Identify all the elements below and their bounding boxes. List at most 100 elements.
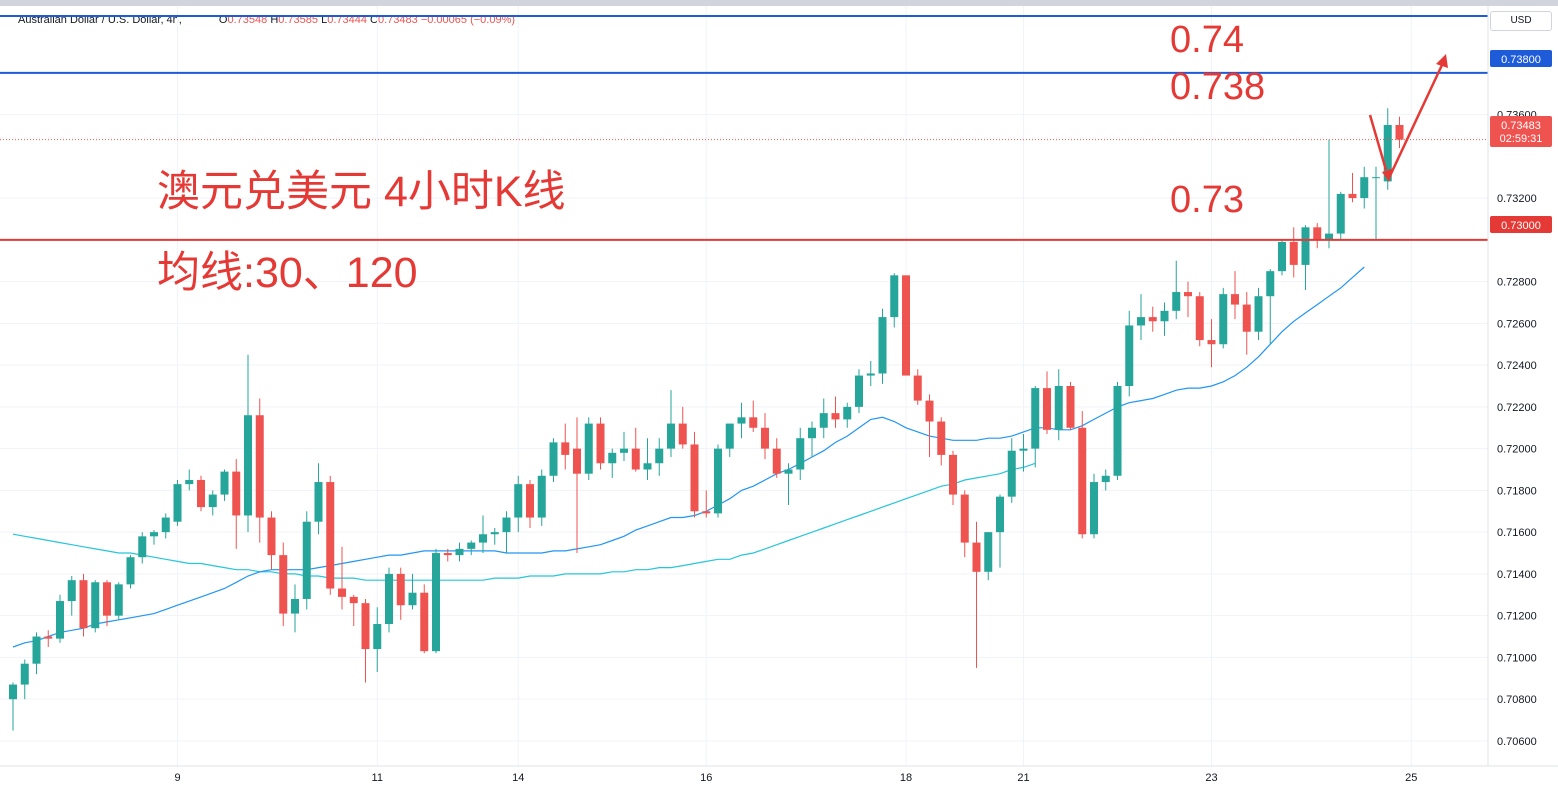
candle-body bbox=[972, 542, 981, 572]
candle-body bbox=[32, 636, 41, 664]
candle-body bbox=[349, 596, 358, 604]
down-arrow-line bbox=[1368, 114, 1388, 171]
candle bbox=[32, 632, 41, 675]
candle-body bbox=[549, 442, 558, 476]
candle bbox=[138, 532, 147, 564]
ma-annotation: 均线:30、120 bbox=[157, 249, 418, 297]
candle-body bbox=[1125, 325, 1134, 386]
candle-body bbox=[1325, 233, 1333, 240]
candle bbox=[44, 630, 53, 647]
candle-body bbox=[1043, 388, 1051, 430]
candle bbox=[244, 354, 252, 533]
candle-body bbox=[255, 415, 264, 518]
candle-body bbox=[1031, 388, 1040, 449]
candle bbox=[1278, 239, 1286, 276]
candle bbox=[490, 527, 499, 545]
candle bbox=[479, 515, 487, 554]
candle-body bbox=[761, 427, 769, 449]
candle bbox=[338, 546, 346, 610]
candle-body bbox=[678, 423, 687, 445]
candle bbox=[408, 573, 417, 610]
candle bbox=[1054, 369, 1063, 441]
candle-body bbox=[338, 588, 346, 597]
candle bbox=[1254, 287, 1263, 341]
candle bbox=[996, 494, 1004, 568]
candle-body bbox=[866, 373, 875, 376]
candle-body bbox=[996, 496, 1004, 533]
candle bbox=[185, 469, 194, 491]
candle bbox=[291, 584, 299, 633]
candle-body bbox=[490, 532, 499, 535]
candle-body bbox=[1266, 271, 1275, 297]
candle bbox=[1148, 306, 1157, 332]
chart-title-annotation: 澳元兑美元 4小时K线 bbox=[157, 168, 566, 216]
candle-body bbox=[1383, 125, 1392, 182]
candle bbox=[79, 573, 88, 637]
candle-body bbox=[620, 448, 628, 453]
ma30-line bbox=[12, 266, 1365, 648]
candle bbox=[1137, 294, 1145, 341]
candle bbox=[220, 469, 229, 501]
candle-body bbox=[173, 484, 182, 522]
candle bbox=[361, 598, 370, 683]
candle-body bbox=[1184, 292, 1192, 297]
badge-countdown-text: 02:59:31 bbox=[1500, 133, 1543, 145]
price-tick-label: 0.71600 bbox=[1497, 527, 1537, 539]
candle-body bbox=[596, 423, 605, 464]
candle bbox=[232, 459, 241, 549]
candle-body bbox=[385, 573, 393, 625]
candle-body bbox=[432, 553, 440, 652]
candle-body bbox=[1195, 296, 1204, 341]
candle-body bbox=[772, 448, 781, 474]
candle bbox=[831, 396, 840, 428]
candle-body bbox=[631, 448, 640, 470]
price-tick-label: 0.71400 bbox=[1497, 569, 1537, 581]
candle-body bbox=[1336, 193, 1345, 234]
currency-button[interactable]: USD bbox=[1490, 11, 1552, 31]
candle-body bbox=[890, 275, 899, 318]
candle bbox=[420, 584, 429, 654]
candle bbox=[1101, 469, 1110, 491]
candle bbox=[1207, 319, 1216, 368]
candle-body bbox=[408, 592, 417, 606]
candle bbox=[761, 413, 769, 460]
candle bbox=[150, 530, 158, 545]
candle bbox=[1019, 434, 1028, 472]
candle bbox=[432, 548, 440, 654]
candle bbox=[1007, 438, 1016, 503]
candle bbox=[385, 567, 393, 633]
candle-body bbox=[1019, 448, 1028, 451]
candle-body bbox=[937, 421, 946, 455]
candle-body bbox=[314, 482, 323, 522]
candle bbox=[643, 438, 652, 480]
candle-body bbox=[79, 580, 88, 629]
price-tick-label: 0.72000 bbox=[1497, 444, 1537, 456]
candle bbox=[620, 431, 628, 462]
candle-body bbox=[514, 484, 523, 518]
candle-body bbox=[91, 582, 100, 629]
candle-body bbox=[808, 427, 816, 439]
candle bbox=[561, 423, 570, 470]
candle bbox=[631, 427, 640, 472]
candle bbox=[197, 475, 205, 512]
candle bbox=[1266, 269, 1275, 345]
candle bbox=[796, 427, 805, 480]
time-tick-label: 25 bbox=[1405, 772, 1417, 784]
candle bbox=[784, 463, 793, 506]
candle-body bbox=[796, 438, 805, 470]
price-axis: 0.70600 0.70800 0.71000 0.71200 0.71400 0.716… bbox=[1497, 110, 1537, 748]
candle bbox=[984, 532, 993, 581]
candle bbox=[819, 398, 828, 439]
candle bbox=[772, 438, 781, 478]
candle-body bbox=[232, 471, 241, 516]
candle bbox=[502, 511, 511, 554]
candle bbox=[9, 682, 17, 731]
candle-body bbox=[902, 275, 910, 376]
candle-body bbox=[502, 517, 511, 533]
candle bbox=[1325, 139, 1333, 249]
candle-body bbox=[526, 484, 534, 518]
candle-body bbox=[326, 482, 335, 589]
candle-body bbox=[267, 517, 276, 556]
